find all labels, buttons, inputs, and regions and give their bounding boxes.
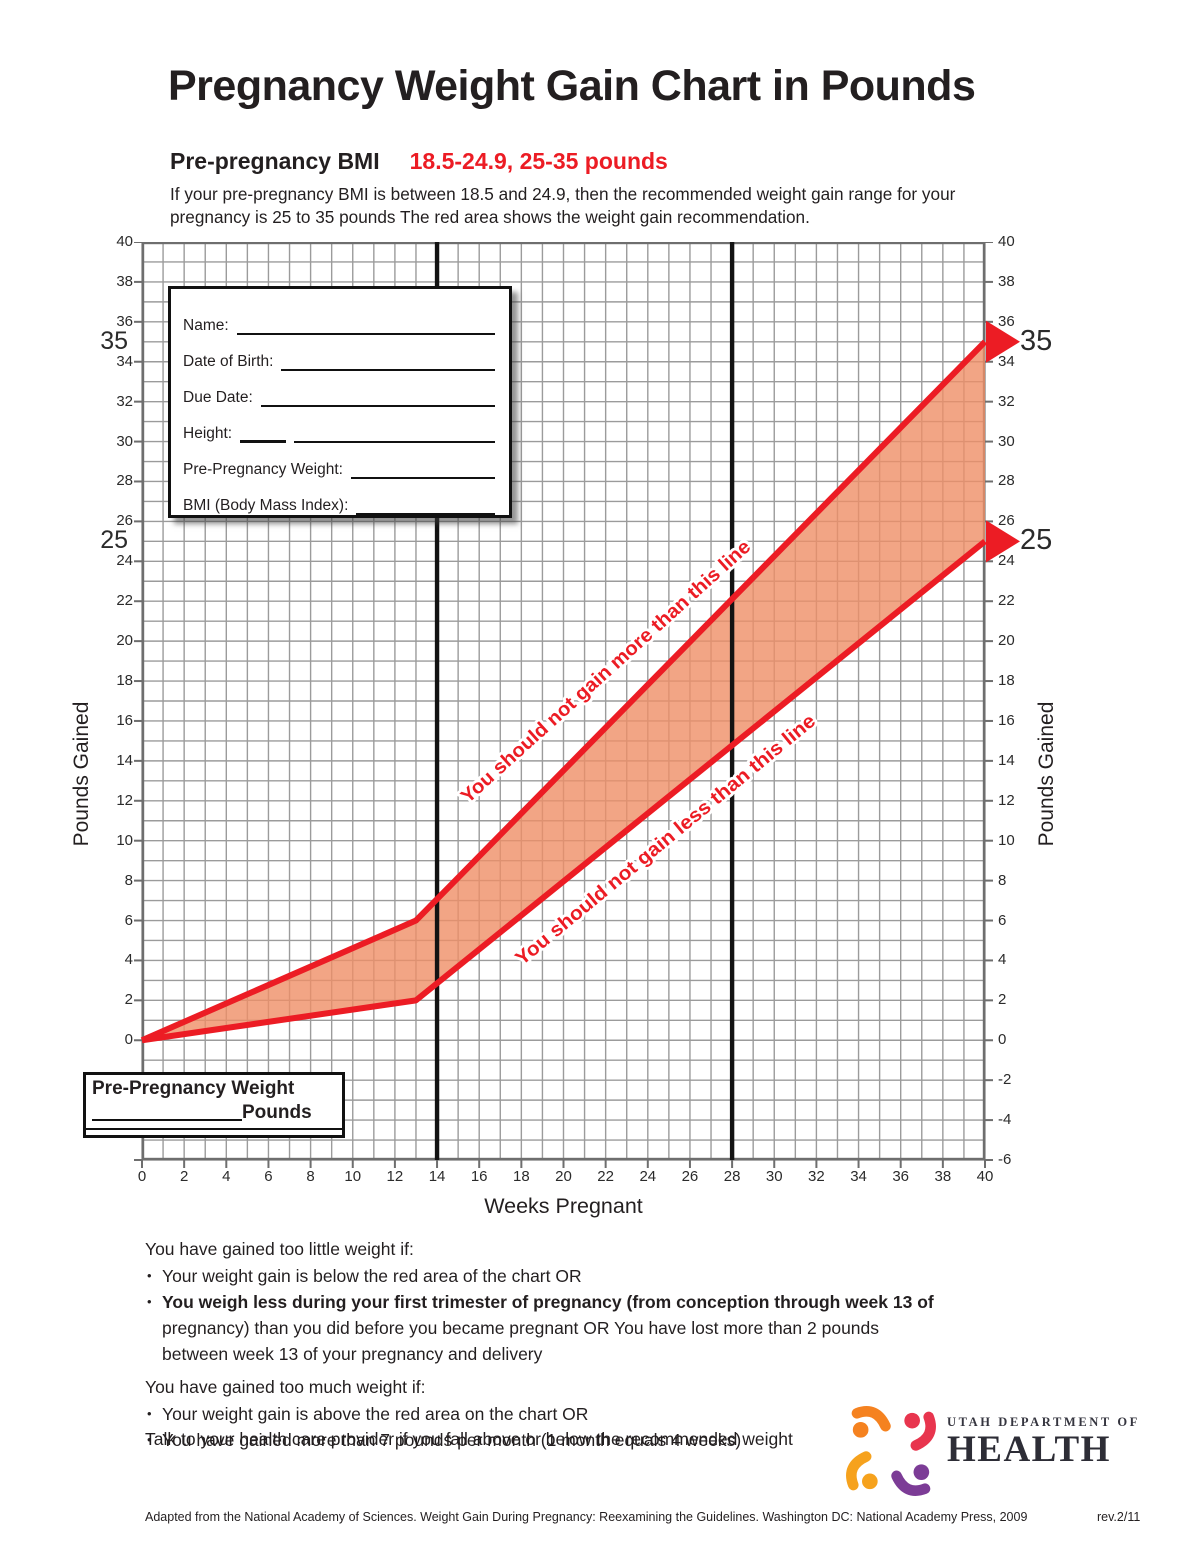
note-bullet: You have gained more than 7 pounds per m… [145, 1427, 945, 1453]
weight-box-rule [86, 1128, 342, 1130]
y-axis-tick-label-left: 38 [116, 272, 133, 290]
form-field-blank-line [240, 439, 287, 443]
weight-gain-chart: You should not gain more than this lineY… [134, 242, 1020, 1168]
form-field-name: Name: [183, 299, 495, 335]
note-bullet-text: Your weight gain is above the red area o… [162, 1404, 589, 1424]
lower-limit-arrowhead [986, 520, 1020, 563]
form-field-label: Pre-Pregnancy Weight: [183, 461, 343, 478]
y-axis-tick-label-left: 6 [124, 911, 133, 929]
highlighted-tick-right: 35 [1020, 324, 1053, 357]
patient-info-box: Name: Date of Birth: Due Date: Height: P… [168, 286, 512, 518]
bmi-range-value: 18.5-24.9, 25-35 pounds [409, 148, 668, 174]
utah-health-logo: UTAH DEPARTMENT OF HEALTH [845, 1403, 1140, 1499]
page-title: Pregnancy Weight Gain Chart in Pounds [168, 62, 976, 110]
y-axis-tick-label-left: 26 [116, 512, 133, 530]
pre-pregnancy-weight-box: Pre-Pregnancy Weight Pounds [83, 1072, 345, 1138]
form-field-date-of-birth: Date of Birth: [183, 335, 495, 371]
y-axis-tick-label-left: 30 [116, 432, 133, 450]
highlighted-tick-left: 25 [100, 526, 128, 555]
weight-box-unit: Pounds [242, 1102, 312, 1123]
closing-advice: Talk to your health care provider if you… [145, 1429, 793, 1449]
note-heading: You have gained too little weight if: [145, 1239, 414, 1259]
y-axis-tick-label-left: 4 [124, 951, 133, 969]
too-much-weight-note: You have gained too much weight if: Your… [145, 1374, 945, 1453]
highlighted-tick-right: 25 [1020, 524, 1053, 557]
form-field-label: Name: [183, 317, 229, 334]
note-bullet-text: pregnancy) than you did before you becam… [162, 1318, 880, 1364]
form-field-label: Height: [183, 425, 233, 442]
logo-health-text: HEALTH [947, 1429, 1111, 1470]
form-field-label: Due Date: [183, 389, 253, 406]
note-bullet-text: Your weight gain is below the red area o… [162, 1266, 582, 1286]
y-axis-tick-label-left: 0 [124, 1031, 133, 1049]
form-field-blank-line [281, 368, 495, 371]
form-field-due-date: Due Date: [183, 371, 495, 407]
bmi-subtitle: Pre-pregnancy BMI 18.5-24.9, 25-35 pounds [170, 148, 668, 175]
chart-description: If your pre-pregnancy BMI is between 18.… [170, 184, 956, 227]
note-heading: You have gained too much weight if: [145, 1377, 426, 1397]
bmi-range-label: Pre-pregnancy BMI [170, 148, 380, 174]
note-bullet: Your weight gain is above the red area o… [145, 1401, 945, 1427]
logo-department-text: UTAH DEPARTMENT OF [947, 1415, 1140, 1429]
y-axis-tick-label-left: 34 [116, 352, 133, 370]
note-bullet: You weigh less during your first trimest… [145, 1289, 945, 1367]
lower-limit-line [141, 539, 987, 1044]
form-field-label: BMI (Body Mass Index): [183, 497, 349, 514]
weight-box-blank-line [92, 1118, 242, 1121]
citation-text: Adapted from the National Academy of Sci… [145, 1510, 1028, 1524]
form-field-blank-line [260, 404, 495, 407]
highlighted-tick-left: 35 [100, 326, 128, 355]
y-axis-title-right: Pounds Gained [1035, 701, 1058, 847]
form-field-bmi: BMI (Body Mass Index): [183, 479, 495, 515]
x-axis-title: Weeks Pregnant [484, 1194, 643, 1218]
note-bullet: Your weight gain is below the red area o… [145, 1263, 945, 1289]
form-field-label: Date of Birth: [183, 353, 274, 370]
y-axis-tick-label-left: 28 [116, 472, 133, 490]
y-axis-tick-label-left: 40 [116, 233, 133, 250]
note-bullet-text: You have gained more than 7 pounds per m… [162, 1430, 742, 1450]
y-axis-tick-label-left: 2 [124, 991, 133, 1009]
form-field-blank-line [294, 440, 495, 443]
weight-box-title: Pre-Pregnancy Weight [92, 1078, 295, 1099]
logo-pinwheel-icon [845, 1403, 937, 1499]
trimester-marker-line [729, 242, 735, 1160]
y-axis-tick-label-left: 32 [116, 392, 133, 410]
plot-border [141, 242, 986, 1161]
too-little-weight-note: You have gained too little weight if: Yo… [145, 1236, 945, 1367]
form-field-blank-line [350, 476, 495, 479]
upper-limit-arrowhead [986, 320, 1020, 363]
y-axis-tick-label-left: 20 [116, 632, 133, 650]
form-field-height: Height: [183, 407, 495, 443]
form-field-blank-line [356, 512, 495, 515]
form-field-pre-pregnancy-weight: Pre-Pregnancy Weight: [183, 443, 495, 479]
y-axis-tick-label-left: 22 [116, 592, 133, 610]
note-bullet-text-bold: You weigh less during your first trimest… [162, 1292, 934, 1312]
form-field-blank-line [236, 332, 495, 335]
y-axis-tick-label-left: 24 [116, 552, 133, 570]
y-axis-title-left: Pounds Gained [70, 701, 93, 847]
upper-limit-line [140, 339, 988, 1044]
y-axis-tick-label-left: 36 [116, 312, 133, 330]
trimester-marker-line [434, 242, 440, 1160]
revision-text: rev.2/11 [1097, 1510, 1141, 1524]
